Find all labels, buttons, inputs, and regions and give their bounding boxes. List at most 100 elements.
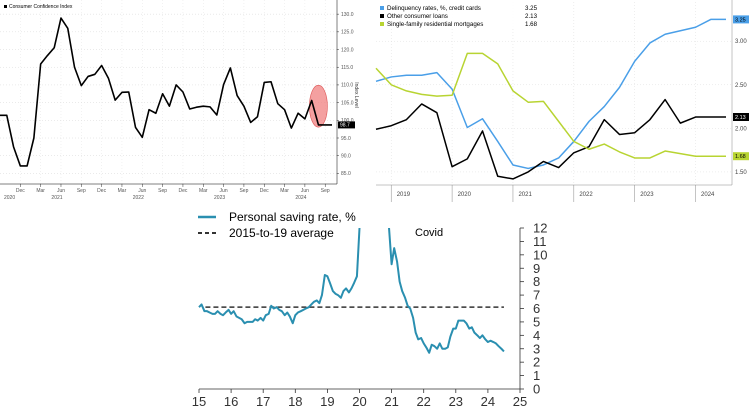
sav-legend-saving-label: Personal saving rate, %: [229, 210, 356, 224]
del-legend-value: 1.68: [525, 21, 538, 28]
sav-x-tick-label: 21: [384, 394, 398, 409]
sav-x-ticks: 15 16 17 18 19 20 21 22 23 24 25: [192, 389, 527, 409]
del-legend-item: Other consumer loans 2.13: [380, 13, 538, 20]
sav-x-tick-label: 15: [192, 394, 206, 409]
cci-y-tick-label: 115.0: [341, 65, 353, 71]
del-y-tick-label: 2.50: [735, 83, 747, 89]
cci-x-month-label: Mar: [280, 188, 289, 194]
cci-title: Consumer Confidence Index: [9, 4, 73, 10]
sav-y-tick-label: 4: [533, 328, 540, 343]
cci-legend: Consumer Confidence Index: [4, 4, 73, 10]
del-last-value: 1.68: [735, 154, 746, 160]
cci-x-month-label: Jun: [220, 188, 228, 194]
sav-y-tick-label: 7: [533, 288, 540, 303]
del-legend-value: 2.13: [525, 13, 538, 20]
sav-series: [198, 228, 505, 354]
sav-y-tick-label: 5: [533, 314, 540, 329]
sav-x-tick-label: 20: [352, 394, 366, 409]
del-legend-swatch: [380, 14, 384, 18]
del-last-value: 2.13: [735, 115, 746, 121]
del-legend-box: [378, 2, 543, 29]
del-y-tick-label: 3.00: [735, 39, 747, 45]
del-legend-swatch: [380, 22, 384, 26]
cci-last-value-box: [338, 121, 355, 129]
cci-y-axis-label: Index Level: [353, 82, 359, 108]
cci-x-year-label: 2024: [295, 195, 306, 201]
sav-y-tick-label: 11: [533, 234, 547, 249]
saving-rate-chart: Personal saving rate, % 2015-to-19 avera…: [190, 210, 560, 410]
del-gridlines: [376, 2, 732, 185]
del-legend-swatch: [380, 6, 384, 10]
del-last-value: 3.25: [735, 17, 746, 23]
sav-y-tick-label: 6: [533, 301, 540, 316]
cci-x-month-label: Mar: [199, 188, 208, 194]
del-legend-item: Single-family residential mortgages 1.68: [380, 21, 538, 28]
del-last-value-box: [733, 15, 749, 24]
del-legend-item: Delinquency rates, %, credit cards 3.25: [380, 5, 538, 12]
sav-x-tick-label: 23: [449, 394, 463, 409]
cci-x-month-label: Dec: [178, 188, 187, 194]
cci-y-tick-label: 105.0: [341, 100, 354, 106]
del-x-year-label: 2021: [518, 192, 532, 198]
sav-y-tick-label: 0: [533, 382, 540, 397]
sav-x-tick-label: 24: [481, 394, 495, 409]
cci-x-month-label: Dec: [260, 188, 269, 194]
cci-last-value-badge: 98.7: [338, 121, 355, 129]
sav-y-tick-label: 3: [533, 341, 540, 356]
del-x-year-label: 2022: [579, 192, 593, 198]
sav-y-tick-label: 8: [533, 274, 540, 289]
sav-y-tick-label: 2: [533, 355, 540, 370]
sav-y-tick-label: 1: [533, 368, 540, 383]
del-y-tick-label: 1.50: [735, 170, 747, 176]
cci-y-tick-label: 120.0: [341, 47, 354, 53]
sav-y-tick-label: 12: [533, 221, 547, 236]
cci-y-tick-label: 85.0: [341, 171, 351, 177]
del-series-line: [375, 98, 726, 180]
sav-legend-average-label: 2015-to-19 average: [229, 226, 334, 240]
cci-x-month-label: Sep: [239, 188, 248, 194]
cci-y-tick-label: 125.0: [341, 30, 354, 36]
cci-y-tick-label: 100.0: [341, 118, 354, 124]
cci-y-tick-label: 95.0: [341, 136, 351, 142]
del-last-value-box: [733, 152, 749, 161]
del-x-year-label: 2024: [701, 192, 715, 198]
del-background: [374, 0, 749, 205]
cci-x-year-label: 2021: [51, 195, 62, 201]
del-legend-label: Single-family residential mortgages: [387, 21, 483, 28]
cci-background: [0, 0, 370, 200]
cci-x-month-label: Sep: [321, 188, 330, 194]
cci-x-year-label: 2022: [133, 195, 144, 201]
sav-background: [190, 210, 560, 410]
sav-x-tick-label: 22: [416, 394, 430, 409]
cci-last-value: 98.7: [340, 123, 350, 129]
cci-x-month-label: Dec: [16, 188, 25, 194]
cci-series: [0, 17, 332, 167]
cci-x-month-label: Sep: [158, 188, 167, 194]
cci-y-tick-label: 110.0: [341, 83, 353, 89]
sav-x-tick-label: 25: [513, 394, 527, 409]
del-last-value-badges: 3.25 2.13 1.68: [733, 15, 749, 161]
del-legend-label: Other consumer loans: [387, 13, 448, 20]
sav-x-tick-label: 17: [256, 394, 270, 409]
cci-x-month-label: Mar: [118, 188, 127, 194]
cci-x-month-label: Jun: [301, 188, 309, 194]
cci-x-month-label: Jun: [57, 188, 65, 194]
del-legend-label: Delinquency rates, %, credit cards: [387, 5, 481, 12]
sav-series-line: [198, 228, 505, 354]
sav-x-tick-label: 18: [288, 394, 302, 409]
sav-y-tick-label: 10: [533, 247, 547, 262]
cci-y-tick-label: 90.0: [341, 153, 351, 159]
del-series-line: [375, 18, 726, 170]
del-x-year-label: 2023: [640, 192, 654, 198]
latest-reading-highlight: [309, 84, 328, 128]
sav-legend: Personal saving rate, % 2015-to-19 avera…: [198, 210, 356, 240]
cci-gridlines: [0, 0, 337, 184]
cci-legend-swatch: [4, 5, 7, 8]
cci-x-month-label: Sep: [77, 188, 86, 194]
del-x-year-label: 2020: [458, 192, 472, 198]
del-last-value-box: [733, 113, 749, 121]
consumer-confidence-chart: Consumer Confidence Index Index Level 85…: [0, 0, 370, 201]
cci-y-tick-label: 130.0: [341, 12, 354, 18]
